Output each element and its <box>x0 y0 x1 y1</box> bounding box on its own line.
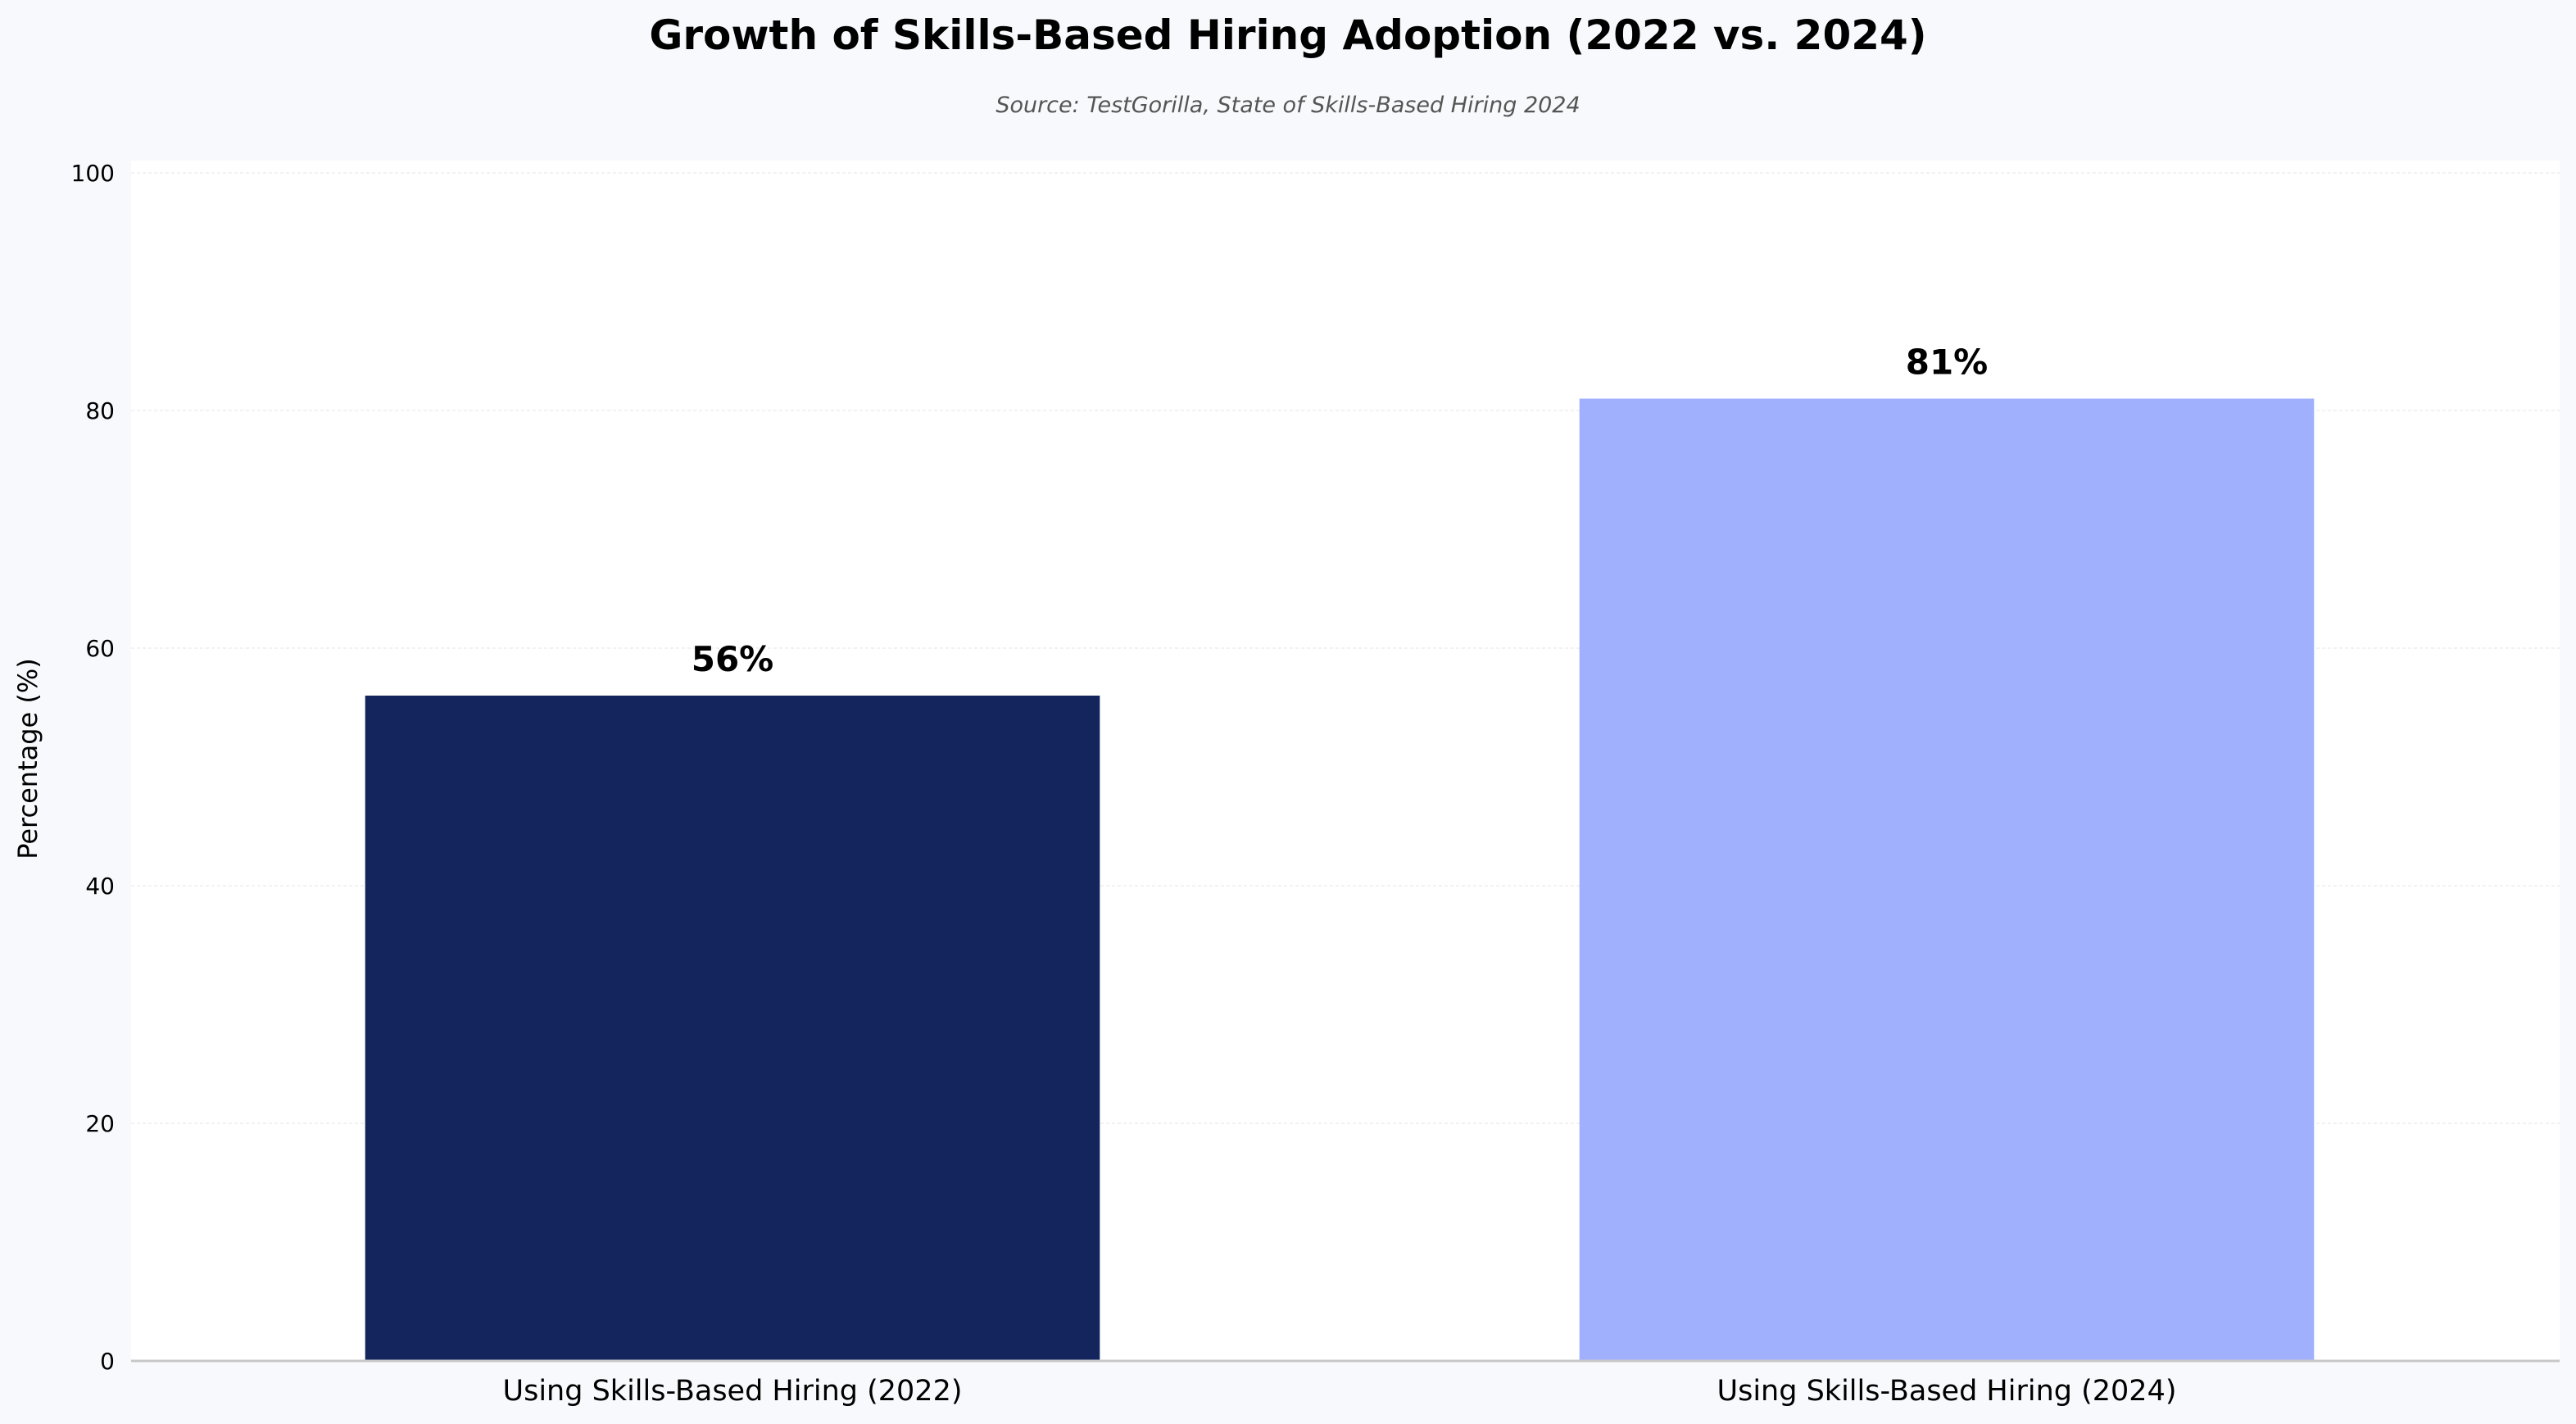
y-axis-label: Percentage (%) <box>12 658 43 859</box>
x-axis-tick-labels: Using Skills-Based Hiring (2022) Using Sk… <box>502 1375 2176 1408</box>
bar <box>1579 398 2315 1361</box>
data-label: 56% <box>692 639 774 679</box>
y-tick-label: 80 <box>85 397 115 424</box>
y-tick-label: 60 <box>85 635 115 662</box>
data-labels: 56% 81% <box>692 342 1989 680</box>
chart-subtitle: Source: TestGorilla, State of Skills-Bas… <box>995 93 1581 118</box>
y-tick-label: 100 <box>71 160 115 187</box>
data-label: 81% <box>1906 342 1989 383</box>
x-tick-label: Using Skills-Based Hiring (2024) <box>1717 1375 2176 1408</box>
bar <box>365 696 1100 1361</box>
bars <box>365 398 2315 1361</box>
y-tick-label: 40 <box>85 873 115 900</box>
y-tick-label: 20 <box>85 1110 115 1137</box>
x-tick-label: Using Skills-Based Hiring (2022) <box>502 1375 962 1408</box>
y-tick-label: 0 <box>100 1348 115 1375</box>
y-axis-ticks: 0 20 40 60 80 100 <box>71 160 115 1375</box>
chart-title: Growth of Skills-Based Hiring Adoption (… <box>649 11 1927 59</box>
